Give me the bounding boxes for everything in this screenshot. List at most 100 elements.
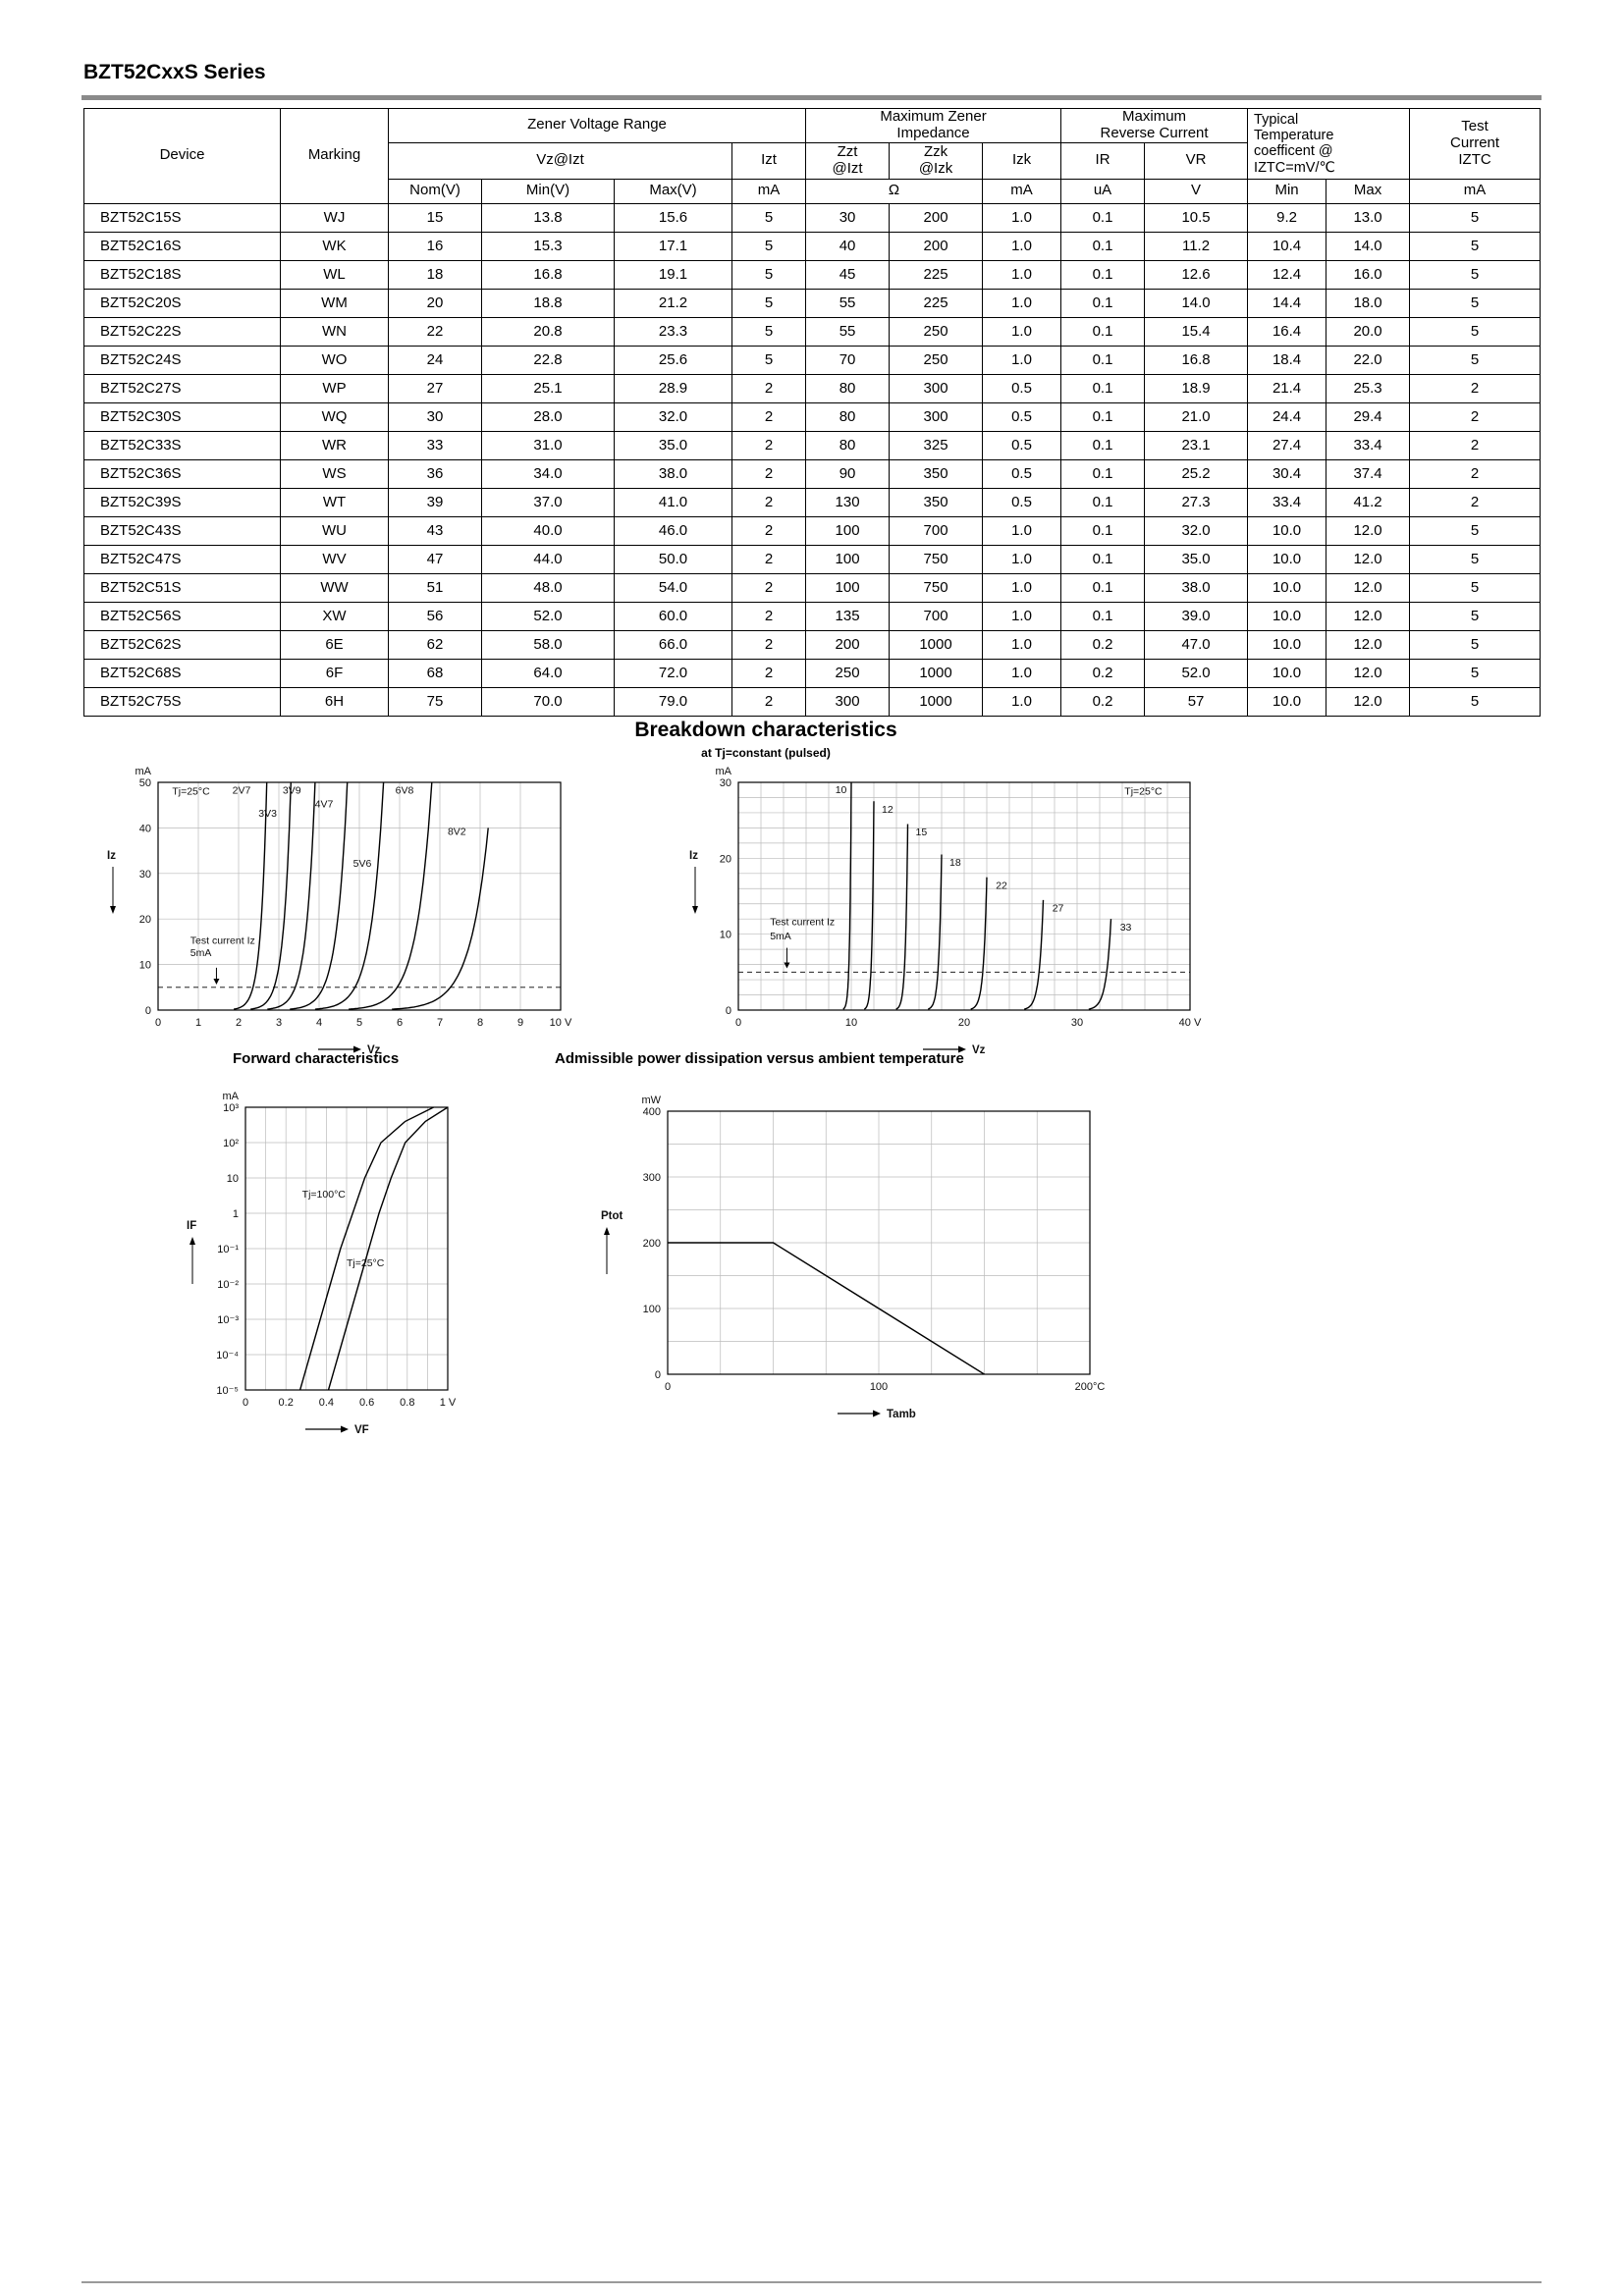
plot-border [244,1106,449,1391]
y-axis-unit-label: mW [641,1095,661,1106]
series-curve [327,1106,449,1391]
unit-izk-ma: mA [982,178,1062,204]
col-header-zzt: Zzt @Izt [805,141,891,180]
x-tick-label: 0 [243,1397,248,1409]
x-tick-label: 20 [958,1017,970,1029]
cell-tc-max: 33.4 [1326,430,1411,460]
cell-izt: 5 [731,288,807,318]
cell-zzk: 325 [889,430,984,460]
x-tick-label: 2 [236,1017,242,1029]
cell-vz-max: 46.0 [614,515,732,546]
x-tick-label: 6 [397,1017,403,1029]
y-axis-unit-label: mA [135,766,152,777]
y-tick-label: 10 [139,960,151,972]
y-tick-label: 20 [139,914,151,926]
cell-izt: 2 [731,544,807,574]
cell-vz-nom: 18 [388,259,482,290]
cell-vz-max: 28.9 [614,373,732,403]
cell-device: BZT52C75S [83,686,281,717]
unit-vr-v: V [1144,178,1249,204]
series-label: 3V3 [258,808,277,820]
series-curve [927,854,943,1010]
col-header-device: Device [83,108,281,204]
cell-izt: 5 [731,202,807,233]
annotation: 5mA [770,931,791,942]
cell-izk: 1.0 [982,658,1062,688]
cell-iztc: 5 [1409,658,1542,688]
series-label: 2V7 [233,785,251,797]
y-tick-label: 0 [726,1005,731,1017]
cell-marking: WR [280,430,389,460]
y-axis-label: Ptot [601,1210,623,1222]
cell-device: BZT52C24S [83,345,281,375]
cell-zzt: 30 [805,202,891,233]
cell-izt: 2 [731,515,807,546]
x-axis-arrowhead [341,1425,349,1433]
cell-tc-min: 10.0 [1247,601,1327,631]
cell-zzt: 40 [805,231,891,261]
cell-vr: 21.0 [1144,401,1249,432]
y-axis-arrowhead [604,1227,610,1235]
cell-izk: 1.0 [982,686,1062,717]
cell-device: BZT52C68S [83,658,281,688]
cell-zzt: 80 [805,373,891,403]
x-tick-label: 100 [870,1381,888,1393]
cell-device: BZT52C15S [83,202,281,233]
table-row: BZT52C75S 6H 75 70.0 79.0 2 300 1000 1.0 0.2 57 10.… [83,686,1542,717]
cell-zzt: 200 [805,629,891,660]
y-tick-label: 100 [643,1304,661,1315]
table-row: BZT52C27S WP 27 25.1 28.9 2 80 300 0.5 0.1 18.9 21.… [83,373,1542,403]
cell-marking: WS [280,458,389,489]
cell-izt: 5 [731,316,807,347]
table-row: BZT52C43S WU 43 40.0 46.0 2 100 700 1.0 0.1 32.0 10… [83,515,1542,546]
cell-izt: 2 [731,572,807,603]
cell-izt: 2 [731,458,807,489]
cell-zzk: 750 [889,544,984,574]
x-tick-label: 1 [195,1017,201,1029]
series-label: 33 [1120,922,1132,934]
cell-vz-min: 40.0 [481,515,615,546]
forward-characteristics-chart: 0 0.2 0.4 0.6 0.8 1 V 10³ 10² 10 1 10⁻¹ 10⁻² 10⁻³ 10⁻… [187,1091,457,1436]
cell-vr: 32.0 [1144,515,1249,546]
cell-vz-min: 34.0 [481,458,615,489]
y-tick-label: 0 [655,1369,661,1381]
cell-tc-min: 14.4 [1247,288,1327,318]
y-axis-unit-label: mA [716,766,732,777]
cell-device: BZT52C22S [83,316,281,347]
table-row: BZT52C62S 6E 62 58.0 66.0 2 200 1000 1.0 0.2 47.0 1… [83,629,1542,660]
cell-vz-min: 13.8 [481,202,615,233]
x-tick-label: 9 [517,1017,523,1029]
cell-izt: 2 [731,601,807,631]
cell-marking: WK [280,231,389,261]
cell-izt: 2 [731,629,807,660]
cell-tc-max: 12.0 [1326,572,1411,603]
cell-izk: 1.0 [982,202,1062,233]
cell-ir: 0.1 [1060,601,1146,631]
cell-device: BZT52C56S [83,601,281,631]
cell-zzk: 1000 [889,686,984,717]
cell-vr: 25.2 [1144,458,1249,489]
breakdown-section-subtitle: at Tj=constant (pulsed) [701,746,831,760]
table-row: BZT52C20S WM 20 18.8 21.2 5 55 225 1.0 0.1 14.0 14.… [83,288,1542,318]
cell-ir: 0.1 [1060,316,1146,347]
cell-iztc: 5 [1409,629,1542,660]
y-tick-label: 200 [643,1238,661,1250]
cell-iztc: 5 [1409,259,1542,290]
cell-tc-min: 10.0 [1247,658,1327,688]
cell-vr: 16.8 [1144,345,1249,375]
cell-marking: 6F [280,658,389,688]
series-curve [234,781,268,1010]
cell-vz-min: 20.8 [481,316,615,347]
cell-vz-nom: 24 [388,345,482,375]
cell-marking: WJ [280,202,389,233]
col-header-ir: IR [1060,141,1146,180]
spec-table-body: BZT52C15S WJ 15 13.8 15.6 5 30 200 1.0 0.1 10.5 9.2… [83,202,1542,717]
cell-device: BZT52C47S [83,544,281,574]
series-curve [863,801,875,1010]
y-tick-label: 10² [223,1138,239,1149]
y-tick-label: 50 [139,777,151,789]
cell-iztc: 5 [1409,515,1542,546]
cell-vz-nom: 27 [388,373,482,403]
